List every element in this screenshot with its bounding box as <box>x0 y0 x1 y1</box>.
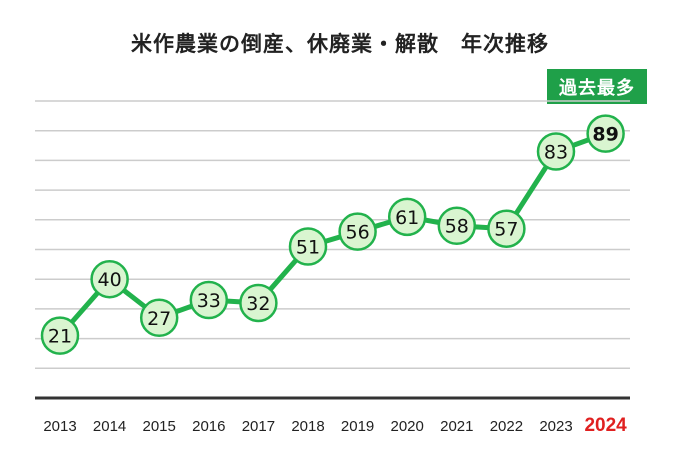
data-point-marker <box>139 298 179 338</box>
data-point-marker <box>239 283 278 323</box>
data-label: 56 <box>346 222 370 244</box>
x-tick-label: 2023 <box>539 418 572 435</box>
data-label: 57 <box>494 219 518 241</box>
data-point-marker <box>90 259 129 299</box>
data-point-marker <box>536 132 576 171</box>
data-point-marker <box>40 316 80 355</box>
data-label: 83 <box>544 141 568 163</box>
data-label: 58 <box>445 216 469 238</box>
x-tick-label: 2019 <box>341 418 374 435</box>
data-point-marker <box>189 280 229 320</box>
data-label: 32 <box>246 293 270 315</box>
x-tick-label: 2013 <box>43 418 76 435</box>
x-tick-label: 2014 <box>93 418 126 435</box>
chart-title: 米作農業の倒産、休廃業・解散 年次推移 <box>131 32 549 56</box>
x-tick-label: 2016 <box>192 418 225 435</box>
data-point-marker <box>288 227 328 266</box>
record-high-badge: 過去最多 <box>547 69 647 104</box>
data-markers: 21 40 27 33 32 51 56 61 58 57 83 89 <box>40 114 625 355</box>
x-tick-label: 2021 <box>440 418 473 435</box>
data-label: 21 <box>48 326 72 348</box>
data-label: 61 <box>395 207 419 229</box>
x-tick-label: 2020 <box>391 418 424 435</box>
x-axis-labels: 2013 2014 2015 2016 2017 2018 2019 2020 2021 2022… <box>43 415 627 436</box>
data-point-marker <box>586 114 625 153</box>
data-label: 33 <box>197 290 221 312</box>
data-label: 27 <box>147 308 171 330</box>
data-label: 89 <box>592 124 618 146</box>
x-tick-label: 2022 <box>490 418 523 435</box>
data-label: 40 <box>98 269 122 291</box>
x-tick-label: 2015 <box>143 418 176 435</box>
x-tick-label: 2018 <box>291 418 324 435</box>
x-tick-label: 2017 <box>242 418 275 435</box>
x-tick-label: 2024 <box>584 415 627 436</box>
data-label: 51 <box>296 237 320 259</box>
data-point-marker <box>387 197 427 237</box>
data-point-marker <box>437 206 477 245</box>
data-point-marker <box>487 209 526 248</box>
data-point-marker <box>338 212 377 251</box>
